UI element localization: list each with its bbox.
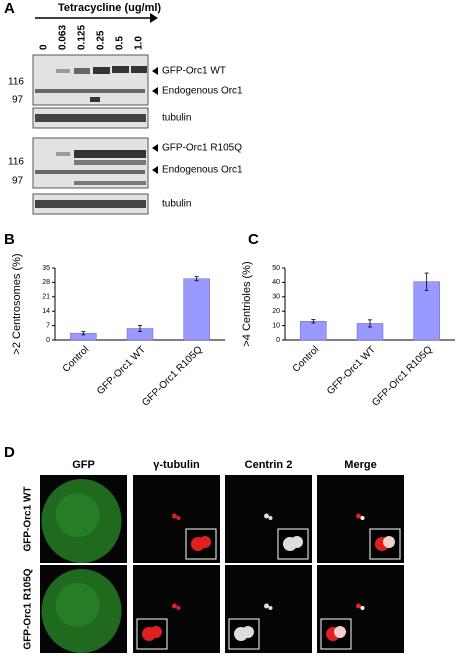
error-bar bbox=[424, 272, 429, 291]
centrosome bbox=[360, 606, 365, 610]
centrosome bbox=[264, 513, 269, 519]
band-pointer bbox=[152, 67, 158, 75]
x-tick-label: GFP-Orc1 WT bbox=[95, 344, 148, 397]
y-tick-label: 30 bbox=[272, 294, 280, 301]
band-pointer bbox=[152, 166, 158, 174]
y-tick-label: 0 bbox=[46, 337, 50, 344]
band-label: GFP-Orc1 R105Q bbox=[162, 143, 242, 154]
y-tick-label: 40 bbox=[272, 279, 280, 286]
concentration-label: 0.125 bbox=[77, 25, 88, 50]
error-bar bbox=[368, 319, 372, 328]
x-tick-label: GFP-Orc1 R105Q bbox=[370, 344, 435, 409]
y-tick-label: 0 bbox=[276, 337, 280, 344]
y-tick-label: 35 bbox=[42, 265, 50, 272]
row-label: GFP-Orc1 WT bbox=[23, 486, 34, 551]
y-tick-label: 21 bbox=[42, 294, 50, 301]
panel-label: D bbox=[4, 444, 15, 461]
treatment-header: Tetracycline (ug/ml) bbox=[58, 2, 161, 14]
blot-bands bbox=[35, 66, 147, 102]
y-tick-label: 28 bbox=[42, 279, 50, 286]
bar bbox=[300, 321, 327, 341]
band-pointer bbox=[152, 87, 158, 95]
panel-label: C bbox=[248, 231, 259, 248]
mw-marker: 97 bbox=[12, 176, 24, 187]
row-label: GFP-Orc1 R105Q bbox=[23, 568, 34, 649]
concentration-labels: 0 0.063 0.125 0.25 0.5 1.0 bbox=[39, 25, 145, 50]
inset-spot bbox=[150, 626, 162, 638]
centrosome bbox=[268, 606, 273, 610]
column-header: Centrin 2 bbox=[245, 459, 293, 471]
mw-marker: 116 bbox=[8, 157, 24, 168]
bar bbox=[183, 278, 210, 341]
column-header: γ-tubulin bbox=[153, 459, 200, 471]
inset-spot bbox=[334, 626, 346, 638]
panel-label: B bbox=[4, 231, 15, 248]
centrosome bbox=[356, 603, 361, 609]
x-tick-label: Control bbox=[61, 344, 92, 375]
y-axis-label: >2 Centrosomes (%) bbox=[11, 253, 23, 354]
inset-spot bbox=[242, 626, 254, 638]
centrosome bbox=[172, 603, 177, 609]
band-label: Endogenous Orc1 bbox=[162, 86, 243, 97]
mw-marker: 116 bbox=[8, 77, 24, 88]
centrosome bbox=[360, 516, 365, 520]
x-tick-label: GFP-Orc1 R105Q bbox=[140, 344, 205, 409]
centrosome bbox=[268, 516, 273, 520]
error-bar bbox=[81, 331, 86, 336]
centrosome bbox=[176, 606, 181, 610]
centrosome bbox=[172, 513, 177, 519]
y-tick-label: 10 bbox=[272, 322, 280, 329]
band-label: GFP-Orc1 WT bbox=[162, 66, 226, 77]
band-pointer bbox=[152, 144, 158, 152]
band-label: tubulin bbox=[162, 199, 191, 210]
nucleus-glow bbox=[55, 583, 100, 627]
centrosome bbox=[176, 516, 181, 520]
x-tick-label: Control bbox=[291, 344, 322, 375]
arrow-head bbox=[150, 13, 158, 23]
x-tick-label: GFP-Orc1 WT bbox=[325, 344, 378, 397]
inset-spot bbox=[199, 536, 211, 548]
bar bbox=[413, 281, 440, 341]
tubulin-band bbox=[35, 114, 146, 122]
concentration-label: 0.5 bbox=[115, 36, 126, 50]
concentration-label: 1.0 bbox=[134, 36, 145, 50]
column-header: GFP bbox=[72, 459, 95, 471]
inset-spot bbox=[383, 536, 395, 548]
error-bar bbox=[194, 276, 199, 282]
concentration-label: 0.063 bbox=[58, 25, 69, 50]
centrosome bbox=[356, 513, 361, 519]
concentration-label: 0 bbox=[39, 44, 50, 50]
column-header: Merge bbox=[344, 459, 376, 471]
band-label: Endogenous Orc1 bbox=[162, 165, 243, 176]
blot-bands bbox=[35, 150, 146, 185]
y-axis-label: >4 Centrioles (%) bbox=[241, 261, 253, 346]
concentration-label: 0.25 bbox=[96, 30, 107, 50]
y-tick-label: 50 bbox=[272, 265, 280, 272]
band-label: tubulin bbox=[162, 113, 191, 124]
micrographs: GFP γ-tubulin Centrin 2 Merge GFP-Orc1 WT GFP… bbox=[23, 459, 404, 653]
y-tick-label: 14 bbox=[42, 308, 50, 315]
y-tick-label: 20 bbox=[272, 308, 280, 315]
error-bar bbox=[311, 319, 316, 324]
y-tick-label: 7 bbox=[46, 322, 50, 329]
error-bar bbox=[138, 324, 142, 332]
centrosome bbox=[264, 603, 269, 609]
tubulin-band bbox=[35, 200, 146, 208]
inset-spot bbox=[291, 536, 303, 548]
nucleus-glow bbox=[55, 493, 100, 537]
mw-marker: 97 bbox=[12, 95, 24, 106]
blot bbox=[32, 54, 149, 106]
panel-label: A bbox=[4, 0, 15, 17]
